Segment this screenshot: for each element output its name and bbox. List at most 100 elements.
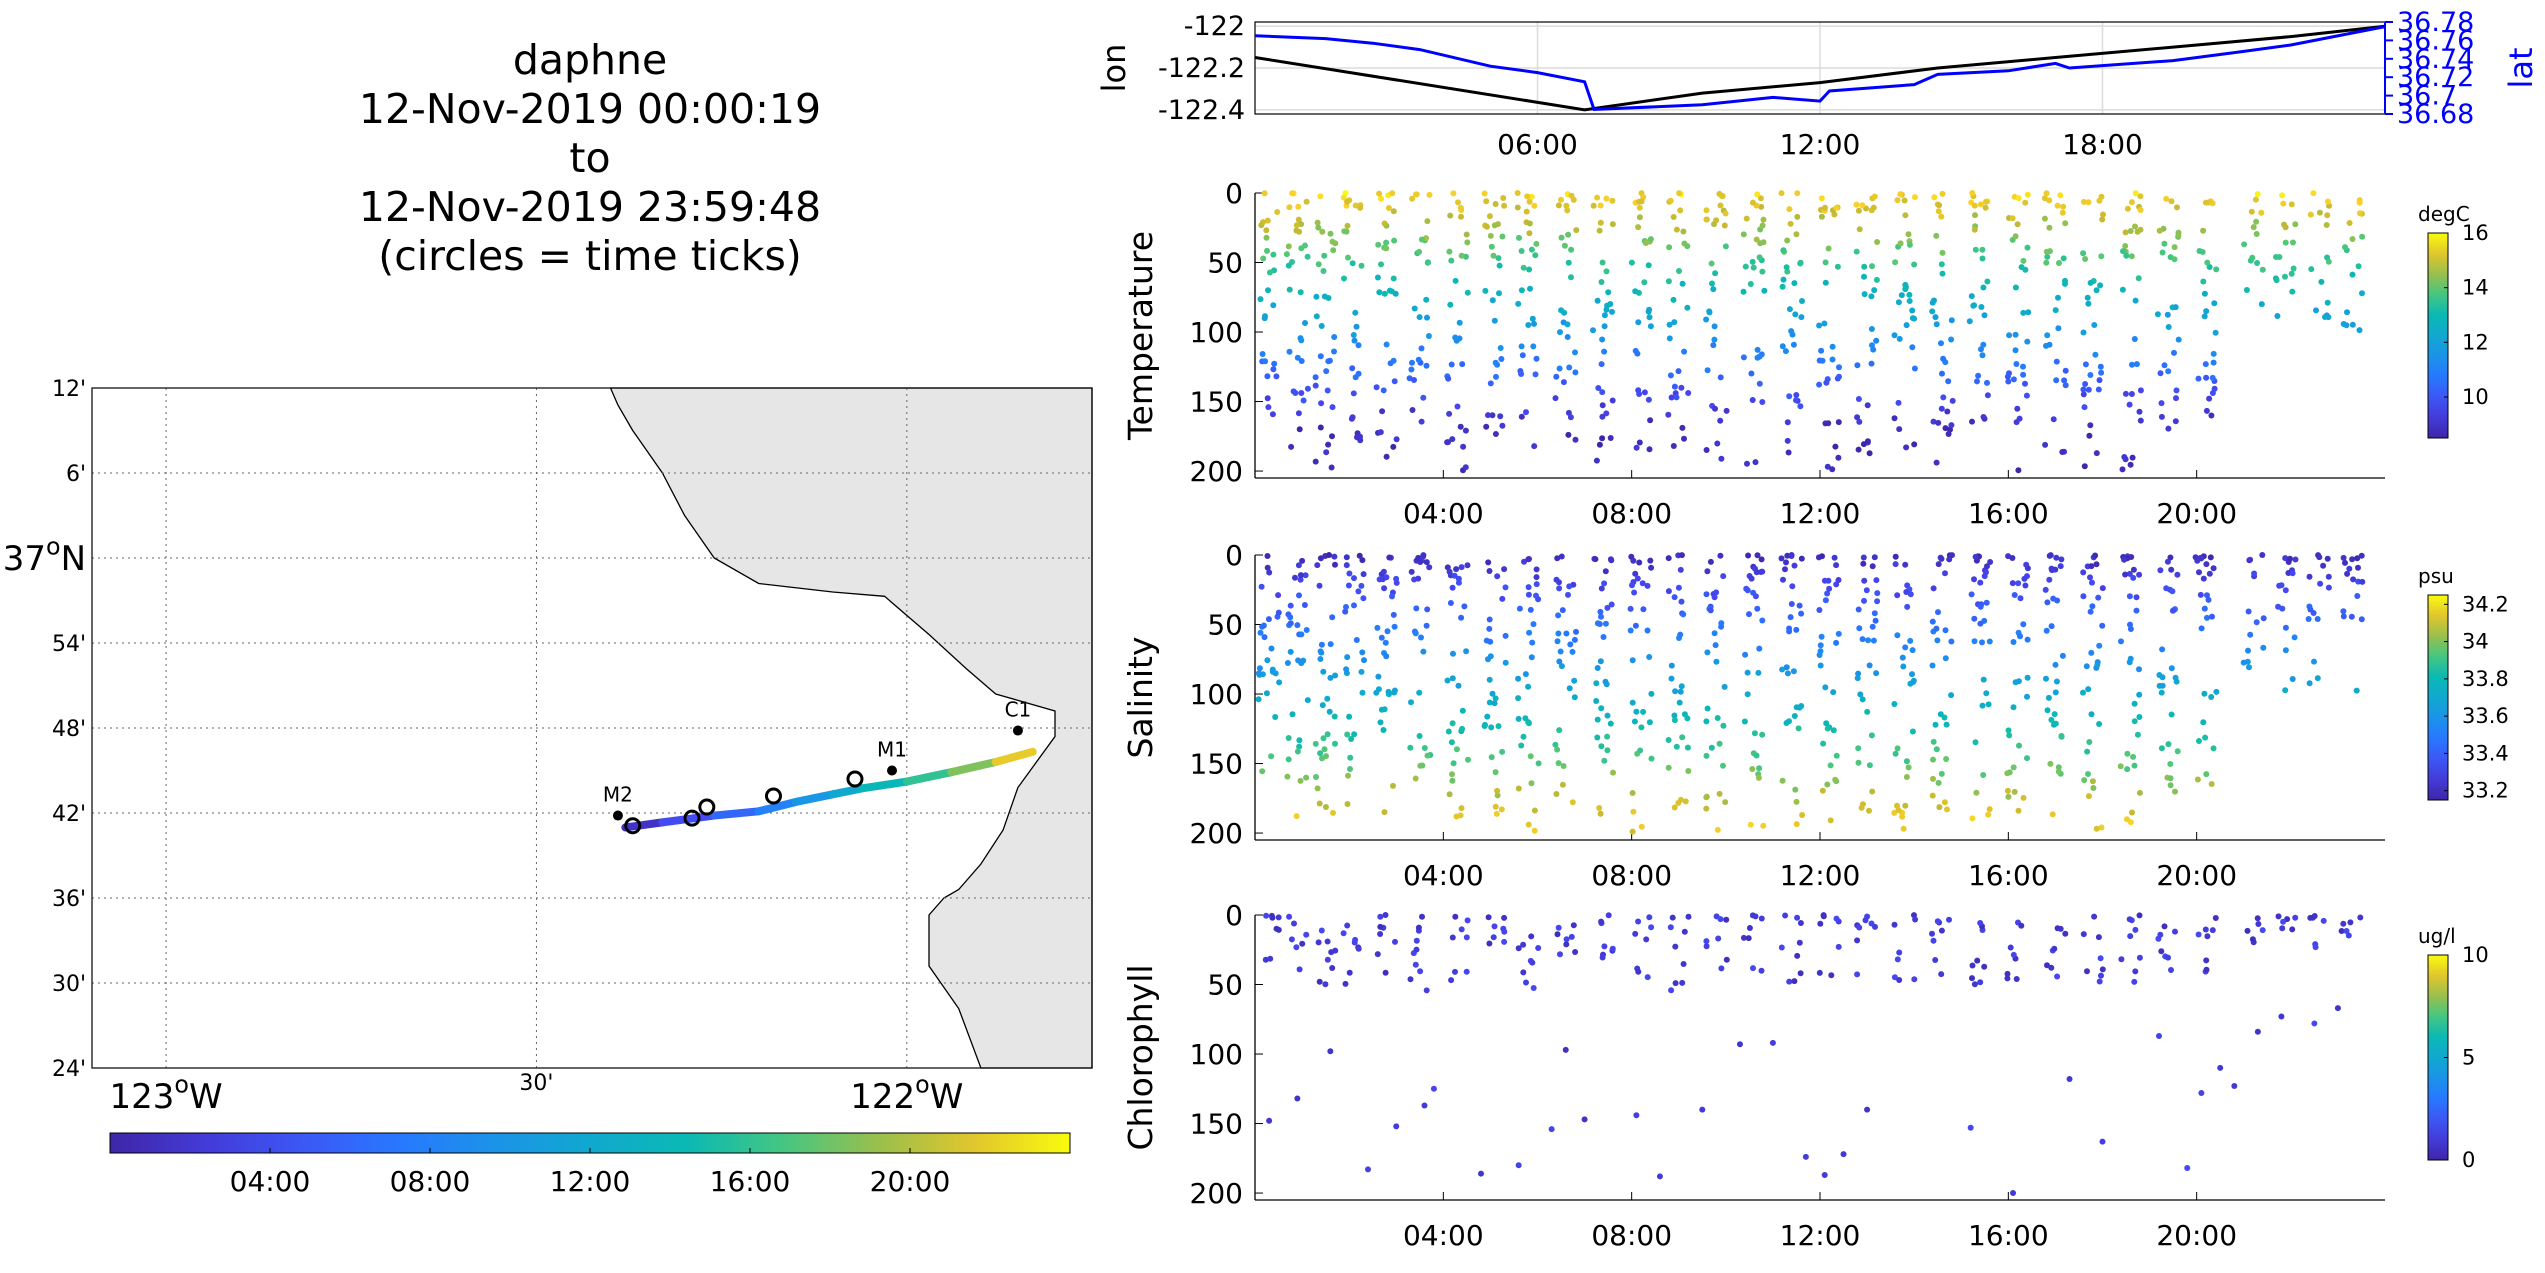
temperature-point xyxy=(1385,205,1392,211)
salinity-point xyxy=(1745,552,1752,559)
chlorophyll-point xyxy=(1672,943,1679,950)
temperature-point xyxy=(2012,347,2019,354)
temperature-point xyxy=(1929,308,1936,315)
salinity-point xyxy=(2048,623,2055,630)
chlorophyll-point xyxy=(1419,913,1425,920)
chlorophyll-point xyxy=(1365,1166,1371,1173)
temperature-point xyxy=(1678,384,1685,391)
chlorophyll-point xyxy=(1421,1102,1428,1109)
salinity-point xyxy=(1972,739,1979,746)
temperature-point xyxy=(1518,371,1525,377)
temperature-point xyxy=(1816,381,1823,388)
salinity-point xyxy=(1275,609,1282,616)
temperature-point xyxy=(2208,412,2215,419)
salinity-point xyxy=(2136,789,2143,796)
temperature-point xyxy=(1870,204,1877,211)
temperature-point xyxy=(1759,268,1766,275)
salinity-point xyxy=(1629,657,1636,664)
salinity-point xyxy=(1560,763,1567,769)
salinity-point xyxy=(1449,720,1456,727)
salinity-point xyxy=(1423,559,1430,566)
temperature-point xyxy=(2137,207,2144,213)
temperature-point xyxy=(2343,322,2350,329)
chlorophyll-point xyxy=(2095,934,2102,941)
temperature-point xyxy=(1740,288,1747,295)
salinity-point xyxy=(1831,554,1838,561)
chlorophyll-point xyxy=(1601,943,1608,950)
temperature-point xyxy=(1980,414,1987,420)
temperature-point xyxy=(2203,407,2210,414)
salinity-point xyxy=(1463,648,1470,655)
salinity-point xyxy=(1632,570,1639,577)
salinity-point xyxy=(2050,595,2057,602)
map-lat-tick: 6' xyxy=(66,462,86,487)
chlorophyll-point xyxy=(1452,913,1459,920)
salinity-point xyxy=(1296,592,1302,599)
chlorophyll-point xyxy=(2168,967,2174,973)
chlorophyll-point xyxy=(1423,987,1430,994)
chlorophyll-point xyxy=(2097,955,2104,962)
temperature-point xyxy=(1749,397,1756,403)
salinity-point xyxy=(1788,601,1795,607)
salinity-point xyxy=(1968,591,1975,598)
salinity-point xyxy=(1304,697,1311,704)
temperature-point xyxy=(1798,314,1805,321)
salinity-point xyxy=(2123,816,2130,823)
temperature-point xyxy=(1740,354,1747,361)
salinity-point xyxy=(1633,708,1640,715)
temperature-point xyxy=(1331,348,1337,355)
temperature-point xyxy=(1938,340,1944,347)
temperature-point xyxy=(2132,223,2138,230)
temperature-point xyxy=(1462,427,1469,434)
temperature-point xyxy=(1330,247,1337,254)
salinity-point xyxy=(2083,663,2090,670)
temperature-point xyxy=(2025,309,2032,316)
chlorophyll-point xyxy=(2132,926,2139,933)
station-marker xyxy=(612,810,623,821)
temperature-point xyxy=(1423,296,1430,303)
salinity-point xyxy=(1973,789,1980,796)
salinity-point xyxy=(1423,622,1430,629)
chlorophyll-point xyxy=(1667,924,1674,931)
temperature-point xyxy=(1873,276,1880,283)
salinity-point xyxy=(1716,790,1723,797)
salinity-point xyxy=(1677,688,1684,695)
temperature-point xyxy=(1514,204,1521,211)
temperature-point xyxy=(1317,193,1324,200)
temperature-point xyxy=(1978,304,1985,310)
temperature-point xyxy=(1711,323,1718,330)
temperature-point xyxy=(1786,393,1793,400)
temperature-point xyxy=(1635,289,1642,296)
salinity-point xyxy=(1525,584,1532,591)
temperature-point xyxy=(2357,210,2363,217)
temperature-point xyxy=(1555,202,1562,209)
salinity-point xyxy=(1343,604,1349,610)
salinity-point xyxy=(1682,798,1689,805)
salinity-point xyxy=(2282,687,2289,694)
chlorophyll-point xyxy=(1891,921,1898,928)
temperature-point xyxy=(2249,254,2256,261)
chlorophyll-point xyxy=(1656,1173,1663,1180)
salinity-point xyxy=(1933,746,1940,753)
salinity-point xyxy=(2282,555,2289,562)
salinity-colorbar-units: psu xyxy=(2418,564,2454,588)
temperature-point xyxy=(2318,278,2325,285)
temperature-point xyxy=(1390,208,1397,215)
temperature-point xyxy=(1939,270,1946,277)
salinity-point xyxy=(1459,725,1466,732)
chlorophyll-point xyxy=(1967,1124,1974,1131)
salinity-point xyxy=(1450,650,1456,657)
salinity-point xyxy=(1786,628,1793,635)
chlorophyll-y-tick: 200 xyxy=(1190,1177,1243,1210)
salinity-point xyxy=(1317,750,1324,757)
temperature-point xyxy=(2122,456,2129,463)
salinity-point xyxy=(2344,570,2351,577)
salinity-point xyxy=(1302,572,1309,579)
chlorophyll-point xyxy=(1463,934,1470,941)
salinity-point xyxy=(1665,737,1672,743)
temperature-point xyxy=(1324,387,1331,394)
chlorophyll-y-tick: 50 xyxy=(1207,969,1243,1002)
chlorophyll-point xyxy=(1797,920,1804,926)
salinity-y-tick: 100 xyxy=(1190,678,1243,711)
salinity-point xyxy=(1756,645,1763,652)
